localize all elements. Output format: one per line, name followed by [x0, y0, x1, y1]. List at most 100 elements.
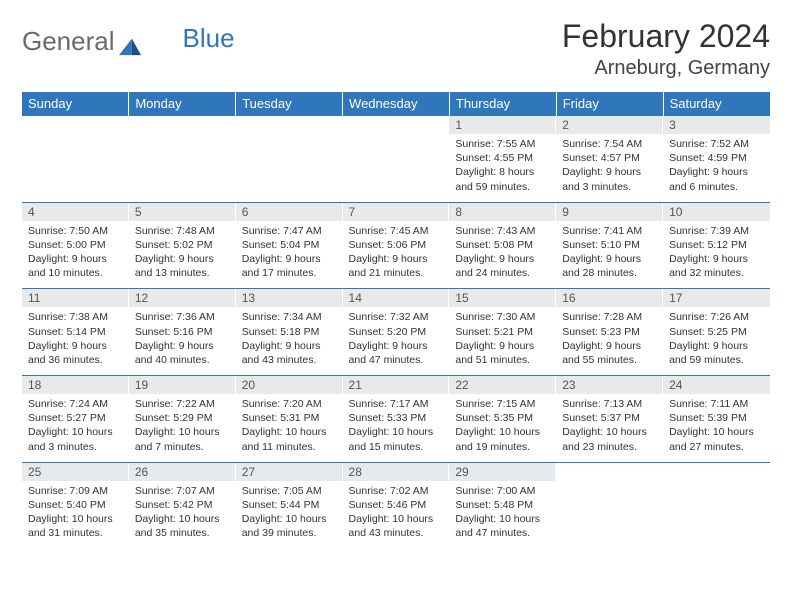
day-number: 2: [556, 116, 663, 134]
calendar-cell: 29 Sunrise: 7:00 AMSunset: 5:48 PMDayligh…: [449, 462, 556, 548]
title-block: February 2024 Arneburg, Germany: [562, 18, 770, 80]
calendar-cell: 24Sunrise: 7:11 AMSunset: 5:39 PMDayligh…: [663, 376, 770, 463]
day-number: 19: [129, 376, 236, 394]
sunrise-text: Sunrise: 7:00 AM: [455, 484, 550, 498]
daylight-text: Daylight: 9 hours and 28 minutes.: [562, 252, 657, 280]
day-data: Sunrise: 7:48 AMSunset: 5:02 PMDaylight:…: [129, 221, 236, 289]
daylight-text: Daylight: 10 hours and 35 minutes.: [135, 512, 230, 540]
sunset-text: Sunset: 5:46 PM: [349, 498, 444, 512]
sunrise-text: Sunrise: 7:50 AM: [28, 224, 123, 238]
day-number: 13: [236, 289, 343, 307]
sunset-text: Sunset: 5:18 PM: [242, 325, 337, 339]
calendar-cell: 14Sunrise: 7:32 AMSunset: 5:20 PMDayligh…: [343, 289, 450, 376]
day-number: 9: [556, 203, 663, 221]
calendar-cell: 13Sunrise: 7:34 AMSunset: 5:18 PMDayligh…: [236, 289, 343, 376]
sunrise-text: Sunrise: 7:11 AM: [669, 397, 764, 411]
day-number: 26: [129, 463, 236, 481]
calendar-cell: 10Sunrise: 7:39 AMSunset: 5:12 PMDayligh…: [663, 202, 770, 289]
daylight-text: Daylight: 9 hours and 43 minutes.: [242, 339, 337, 367]
daylight-text: Daylight: 9 hours and 51 minutes.: [455, 339, 550, 367]
calendar-cell: [236, 116, 343, 203]
daylight-text: Daylight: 10 hours and 43 minutes.: [349, 512, 444, 540]
sunset-text: Sunset: 5:12 PM: [669, 238, 764, 252]
calendar-cell: 12Sunrise: 7:36 AMSunset: 5:16 PMDayligh…: [129, 289, 236, 376]
day-number: 10: [663, 203, 770, 221]
calendar-cell: [22, 116, 129, 203]
day-number: 28: [343, 463, 450, 481]
day-number: 14: [343, 289, 450, 307]
day-data: Sunrise: 7:11 AMSunset: 5:39 PMDaylight:…: [663, 394, 770, 462]
calendar-cell: 11Sunrise: 7:38 AMSunset: 5:14 PMDayligh…: [22, 289, 129, 376]
day-data: Sunrise: 7:34 AMSunset: 5:18 PMDaylight:…: [236, 307, 343, 375]
sunset-text: Sunset: 5:37 PM: [562, 411, 657, 425]
sunset-text: Sunset: 5:39 PM: [669, 411, 764, 425]
sunrise-text: Sunrise: 7:52 AM: [669, 137, 764, 151]
sunset-text: Sunset: 5:06 PM: [349, 238, 444, 252]
day-number: 22: [449, 376, 556, 394]
calendar-cell: 8Sunrise: 7:43 AMSunset: 5:08 PMDaylight…: [449, 202, 556, 289]
sunset-text: Sunset: 5:27 PM: [28, 411, 123, 425]
sunset-text: Sunset: 5:14 PM: [28, 325, 123, 339]
sunset-text: Sunset: 5:16 PM: [135, 325, 230, 339]
calendar-cell: [556, 462, 663, 548]
sunrise-text: Sunrise: 7:26 AM: [669, 310, 764, 324]
calendar-cell: 17Sunrise: 7:26 AMSunset: 5:25 PMDayligh…: [663, 289, 770, 376]
calendar-cell: 23Sunrise: 7:13 AMSunset: 5:37 PMDayligh…: [556, 376, 663, 463]
daylight-text: Daylight: 9 hours and 24 minutes.: [455, 252, 550, 280]
sunset-text: Sunset: 5:44 PM: [242, 498, 337, 512]
day-data: Sunrise: 7:32 AMSunset: 5:20 PMDaylight:…: [343, 307, 450, 375]
logo-text-1: General: [22, 26, 115, 57]
sunrise-text: Sunrise: 7:05 AM: [242, 484, 337, 498]
day-data: Sunrise: 7:52 AMSunset: 4:59 PMDaylight:…: [663, 134, 770, 202]
day-number: 18: [22, 376, 129, 394]
daylight-text: Daylight: 9 hours and 32 minutes.: [669, 252, 764, 280]
sunset-text: Sunset: 5:00 PM: [28, 238, 123, 252]
weekday-header-row: Sunday Monday Tuesday Wednesday Thursday…: [22, 92, 770, 116]
calendar-cell: 18Sunrise: 7:24 AMSunset: 5:27 PMDayligh…: [22, 376, 129, 463]
sunrise-text: Sunrise: 7:07 AM: [135, 484, 230, 498]
day-data: Sunrise: 7:30 AMSunset: 5:21 PMDaylight:…: [449, 307, 556, 375]
sunset-text: Sunset: 5:48 PM: [455, 498, 550, 512]
sunset-text: Sunset: 5:02 PM: [135, 238, 230, 252]
sunrise-text: Sunrise: 7:30 AM: [455, 310, 550, 324]
day-number: 5: [129, 203, 236, 221]
day-data: Sunrise: 7:02 AMSunset: 5:46 PMDaylight:…: [343, 481, 450, 549]
day-data: Sunrise: 7:47 AMSunset: 5:04 PMDaylight:…: [236, 221, 343, 289]
day-number: 24: [663, 376, 770, 394]
day-data: Sunrise: 7:39 AMSunset: 5:12 PMDaylight:…: [663, 221, 770, 289]
sunrise-text: Sunrise: 7:43 AM: [455, 224, 550, 238]
day-number: 6: [236, 203, 343, 221]
sunrise-text: Sunrise: 7:22 AM: [135, 397, 230, 411]
day-data: Sunrise: 7:13 AMSunset: 5:37 PMDaylight:…: [556, 394, 663, 462]
day-number: 12: [129, 289, 236, 307]
day-number: 16: [556, 289, 663, 307]
day-data: Sunrise: 7:09 AMSunset: 5:40 PMDaylight:…: [22, 481, 129, 549]
day-number: 29: [449, 463, 556, 481]
day-data: Sunrise: 7:50 AMSunset: 5:00 PMDaylight:…: [22, 221, 129, 289]
daylight-text: Daylight: 10 hours and 11 minutes.: [242, 425, 337, 453]
sunrise-text: Sunrise: 7:48 AM: [135, 224, 230, 238]
day-data: Sunrise: 7:43 AMSunset: 5:08 PMDaylight:…: [449, 221, 556, 289]
sunrise-text: Sunrise: 7:38 AM: [28, 310, 123, 324]
sunrise-text: Sunrise: 7:45 AM: [349, 224, 444, 238]
day-data: Sunrise: 7:55 AMSunset: 4:55 PMDaylight:…: [449, 134, 556, 202]
day-data: Sunrise: 7:38 AMSunset: 5:14 PMDaylight:…: [22, 307, 129, 375]
calendar-cell: 1Sunrise: 7:55 AMSunset: 4:55 PMDaylight…: [449, 116, 556, 203]
sunset-text: Sunset: 5:31 PM: [242, 411, 337, 425]
daylight-text: Daylight: 9 hours and 21 minutes.: [349, 252, 444, 280]
weekday-header: Saturday: [663, 92, 770, 116]
calendar-cell: 9Sunrise: 7:41 AMSunset: 5:10 PMDaylight…: [556, 202, 663, 289]
sunrise-text: Sunrise: 7:41 AM: [562, 224, 657, 238]
daylight-text: Daylight: 10 hours and 47 minutes.: [455, 512, 550, 540]
header: General Blue February 2024 Arneburg, Ger…: [22, 18, 770, 80]
sunset-text: Sunset: 5:29 PM: [135, 411, 230, 425]
sunset-text: Sunset: 5:20 PM: [349, 325, 444, 339]
calendar-cell: 19Sunrise: 7:22 AMSunset: 5:29 PMDayligh…: [129, 376, 236, 463]
sunset-text: Sunset: 4:55 PM: [455, 151, 550, 165]
day-number: 3: [663, 116, 770, 134]
sunset-text: Sunset: 5:42 PM: [135, 498, 230, 512]
sunrise-text: Sunrise: 7:34 AM: [242, 310, 337, 324]
daylight-text: Daylight: 8 hours and 59 minutes.: [455, 165, 550, 193]
calendar-cell: 28Sunrise: 7:02 AMSunset: 5:46 PMDayligh…: [343, 462, 450, 548]
calendar-cell: 25Sunrise: 7:09 AMSunset: 5:40 PMDayligh…: [22, 462, 129, 548]
